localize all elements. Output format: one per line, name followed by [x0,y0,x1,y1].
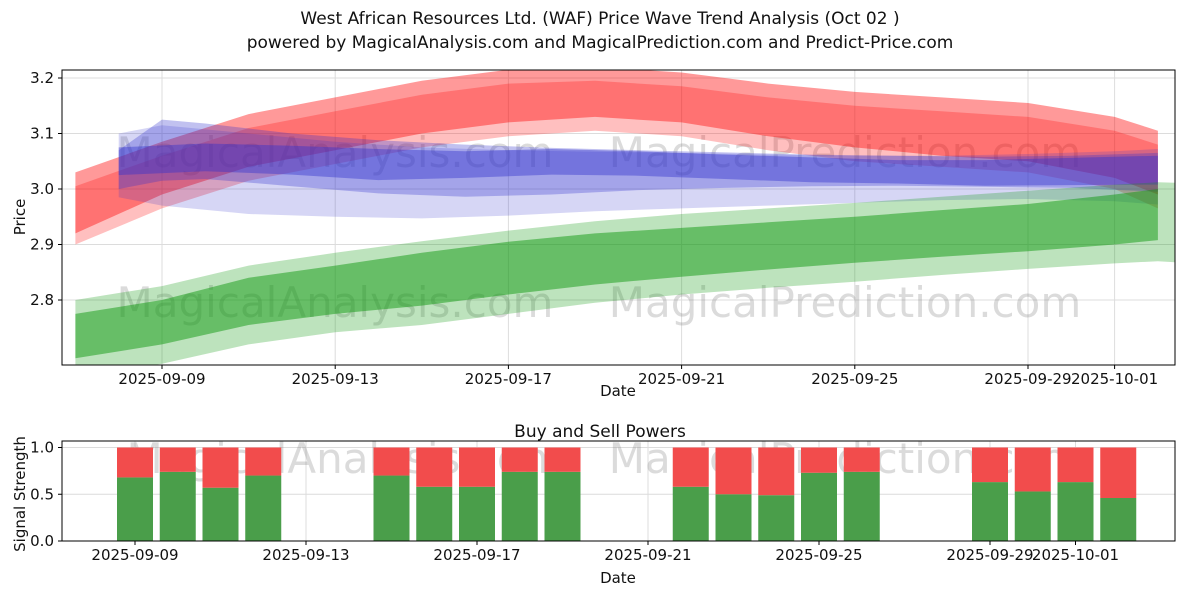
x-tick-label: 2025-09-25 [811,370,898,388]
x-tick-label: 2025-10-01 [1032,546,1119,564]
sell-bar-segment [1057,447,1094,483]
x-tick-label: 2025-09-17 [465,370,552,388]
x-tick-label: 2025-10-01 [1071,370,1158,388]
sell-bar-segment [159,447,196,472]
x-tick-label: 2025-09-21 [638,370,725,388]
sell-bar-segment [715,447,752,495]
buy-bar-segment [117,477,153,541]
sell-bar-segment [758,447,795,496]
buy-bar-segment [801,472,837,541]
y-tick-label: 2.8 [30,291,54,309]
plot-border [61,440,1176,542]
sell-bar-segment [373,447,410,476]
buy-bar-segment [758,495,795,541]
sell-wave-outer [75,70,1158,234]
buy-bar-segment [501,471,538,541]
buy-bar-segment [672,486,709,541]
sell-bar-segment [672,447,709,487]
y-tick-label: 3.0 [30,180,54,198]
price-chart-ylabel: Price [11,199,29,236]
sell-bar-segment [544,447,581,472]
buy-bar-segment [459,486,495,541]
sell-bar-segment [202,447,239,488]
plot-border [61,69,1176,366]
sell-bar-segment [416,447,453,487]
buy-bar-segment [159,471,196,541]
watermark-prediction-row2: MagicalPrediction.com [609,278,1082,327]
buy-bar-segment [715,494,752,541]
sell-bar-segment [245,447,282,476]
trend-wave-light [118,125,1158,219]
trend-wave-mid [118,119,1158,197]
buy-bar-segment [373,475,410,541]
signal-bars [117,447,1137,541]
watermark-analysis-row1: MagicalAnalysis.com [117,128,554,177]
buy-bar-segment [1057,482,1094,541]
sell-bar-segment [972,447,1008,483]
signal-chart-ylabel: Signal Strength [11,436,29,552]
sell-bar-segment [1100,447,1137,498]
x-tick-label: 2025-09-13 [292,370,379,388]
y-tick-label: 1.0 [30,439,54,457]
x-tick-label: 2025-09-09 [91,546,178,564]
figure-subtitle: powered by MagicalAnalysis.com and Magic… [247,33,954,53]
buy-bar-segment [544,471,581,541]
signal-chart-axes: 0.0 0.5 1.0 2025-09-09 2025-09-13 2025-09-17 2… [30,439,1176,564]
x-tick-label: 2025-09-29 [984,370,1071,388]
buy-bar-segment [1014,491,1051,541]
x-tick-label: 2025-09-17 [433,546,520,564]
buy-bar-segment [202,487,239,541]
signal-chart-title: Buy and Sell Powers [514,422,686,442]
sell-bar-segment [843,447,880,472]
sell-bar-segment [1014,447,1051,492]
signal-chart: Buy and Sell Powers MagicalAnalysis.com … [11,422,1176,587]
signal-chart-xlabel: Date [600,569,636,587]
sell-bar-segment [501,447,538,472]
sell-wave-inner [75,80,1158,245]
y-tick-label: 2.9 [30,236,54,254]
buy-bar-segment [245,475,282,541]
figure-title: West African Resources Ltd. (WAF) Price … [300,9,899,29]
price-wave-bands [75,70,1175,365]
buy-bar-segment [1100,497,1137,541]
sell-bar-segment [801,447,837,473]
x-tick-label: 2025-09-09 [118,370,205,388]
sell-bar-segment [459,447,495,487]
y-tick-label: 0.5 [30,485,54,503]
trend-wave-core [118,143,1158,186]
price-chart-axes: 2.8 2.9 3.0 3.1 3.2 2025-09-09 2025-09-13 2025-… [30,69,1176,388]
x-tick-label: 2025-09-25 [775,546,862,564]
buy-wave-inner [75,189,1158,359]
price-chart-xlabel: Date [600,382,636,400]
buy-bar-segment [972,482,1008,541]
watermark-prediction-row1: MagicalPrediction.com [609,128,1082,177]
sell-bar-segment [117,447,153,478]
buy-bar-segment [843,471,880,541]
y-tick-label: 3.1 [30,125,54,143]
y-tick-label: 0.0 [30,532,54,550]
x-tick-label: 2025-09-29 [946,546,1033,564]
y-tick-label: 3.2 [30,69,54,87]
x-tick-label: 2025-09-21 [604,546,691,564]
buy-bar-segment [416,486,453,541]
x-tick-label: 2025-09-13 [262,546,349,564]
price-chart: MagicalAnalysis.com MagicalPrediction.co… [11,69,1176,400]
price-chart-grid [62,70,1175,365]
